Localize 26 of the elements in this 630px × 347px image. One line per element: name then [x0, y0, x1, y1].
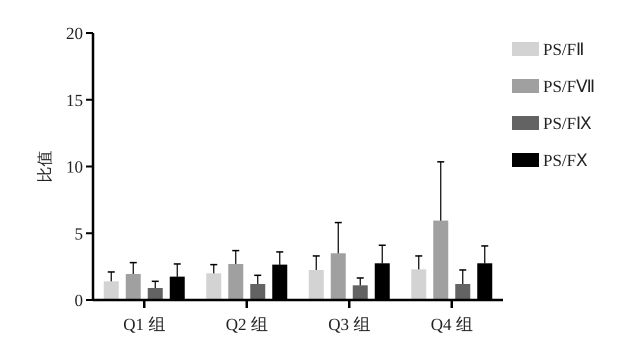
y-tick-label: 20	[66, 24, 83, 43]
bar	[206, 273, 222, 300]
x-tick-label: Q1 组	[123, 315, 166, 334]
y-tick-label: 5	[74, 224, 83, 244]
bar	[104, 281, 119, 300]
legend-label: PS/FⅩ	[543, 151, 588, 170]
bar	[308, 270, 324, 300]
bar	[411, 269, 426, 300]
bar	[455, 284, 470, 300]
x-tick-label: Q3 组	[328, 315, 370, 334]
bar	[228, 264, 244, 300]
x-tick-label: Q4 组	[430, 315, 473, 334]
y-axis-title: 比值	[36, 150, 54, 182]
y-tick-label: 15	[66, 90, 83, 110]
bar	[433, 220, 448, 300]
bar	[352, 285, 368, 300]
x-tick-label: Q2 组	[226, 315, 268, 334]
legend-label: PS/FⅡ	[543, 40, 584, 59]
legend-label: PS/FⅦ	[543, 77, 596, 96]
bar	[250, 284, 266, 300]
bar	[330, 253, 346, 300]
bar	[126, 274, 141, 300]
y-tick-label: 10	[66, 158, 83, 176]
bar	[148, 288, 163, 300]
y-tick-label: 0	[74, 291, 83, 310]
legend-label: PS/FⅨ	[543, 114, 592, 133]
